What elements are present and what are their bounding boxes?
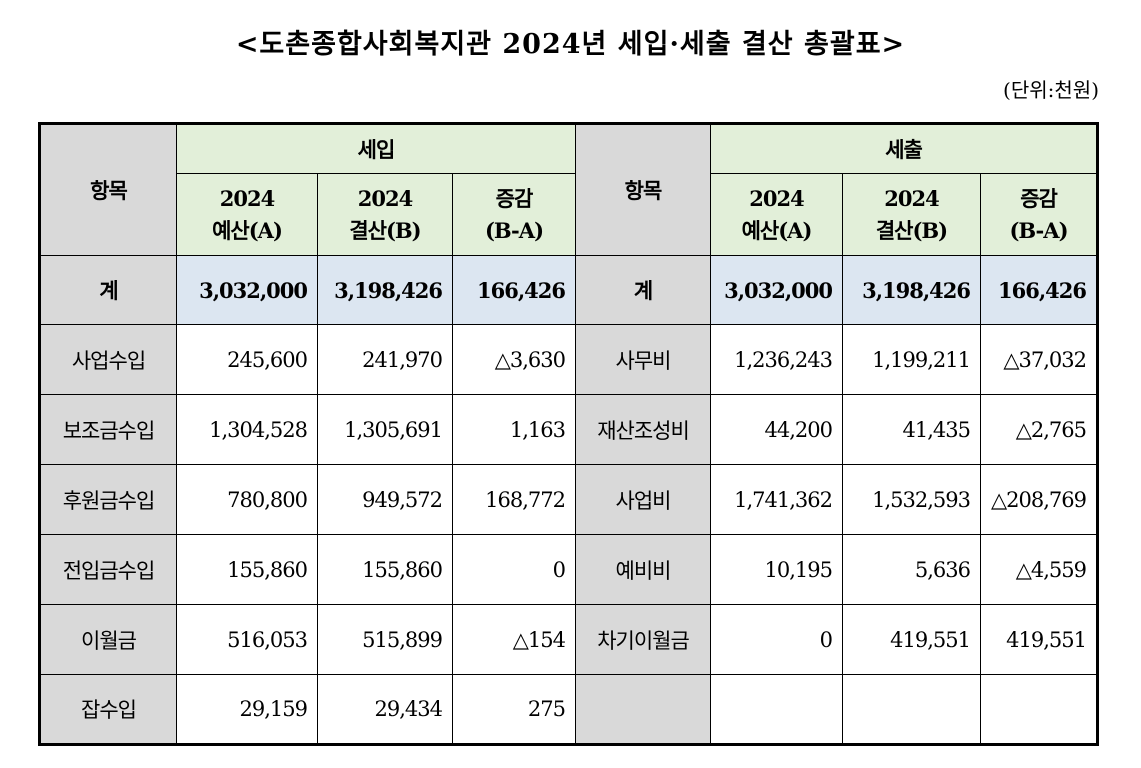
total-rev-diff: 166,426 [452, 255, 576, 325]
exp-budget-cell: 0 [710, 604, 843, 675]
revenue-item-header: 항목 [39, 123, 177, 256]
exp-diff-header: 증감 (B-A) [979, 173, 1099, 256]
exp-item-cell: 사무비 [575, 324, 711, 395]
rev-settle-cell: 515,899 [317, 604, 453, 675]
exp-diff-cell: △4,559 [979, 534, 1099, 605]
exp-settle-cell: 41,435 [842, 394, 981, 465]
rev-item-cell: 잡수입 [39, 674, 177, 745]
rev-settle-cell: 241,970 [317, 324, 453, 395]
table-row: 잡수입 29,159 29,434 275 [39, 674, 1099, 745]
exp-budget-cell [710, 674, 843, 745]
rev-settle-cell: 949,572 [317, 464, 453, 535]
total-label: 계 [575, 255, 711, 325]
rev-settle-cell: 155,860 [317, 534, 453, 605]
total-exp-diff: 166,426 [979, 255, 1099, 325]
exp-item-cell: 재산조성비 [575, 394, 711, 465]
rev-item-cell: 후원금수입 [39, 464, 177, 535]
table-row: 보조금수입 1,304,528 1,305,691 1,163 재산조성비 44,200 4… [39, 394, 1099, 465]
rev-diff-cell: 168,772 [452, 464, 576, 535]
exp-diff-cell [979, 674, 1099, 745]
rev-settle-cell: 1,305,691 [317, 394, 453, 465]
table-row: 이월금 516,053 515,899 △154 차기이월금 0 419,551 419,55… [39, 604, 1099, 675]
rev-settle-cell: 29,434 [317, 674, 453, 745]
expense-header: 세출 [709, 123, 1099, 174]
exp-settle-cell: 419,551 [842, 604, 981, 675]
exp-settle-header: 2024 결산(B) [842, 173, 981, 256]
exp-budget-header: 2024 예산(A) [710, 173, 843, 256]
exp-diff-cell: △37,032 [979, 324, 1099, 395]
rev-diff-cell: 275 [452, 674, 576, 745]
exp-budget-cell: 10,195 [710, 534, 843, 605]
table-row: 사업수입 245,600 241,970 △3,630 사무비 1,236,243 1,19… [39, 324, 1099, 395]
exp-item-cell: 차기이월금 [575, 604, 711, 675]
exp-budget-cell: 44,200 [710, 394, 843, 465]
rev-budget-header: 2024 예산(A) [176, 173, 318, 256]
rev-item-cell: 보조금수입 [39, 394, 177, 465]
rev-diff-cell: 0 [452, 534, 576, 605]
exp-budget-cell: 1,741,362 [710, 464, 843, 535]
total-exp-budget: 3,032,000 [710, 255, 843, 325]
rev-budget-cell: 29,159 [176, 674, 318, 745]
exp-budget-cell: 1,236,243 [710, 324, 843, 395]
exp-settle-cell: 5,636 [842, 534, 981, 605]
total-label: 계 [39, 255, 177, 325]
table-row: 전입금수입 155,860 155,860 0 예비비 10,195 5,636 △4,559 [39, 534, 1099, 605]
exp-item-cell: 예비비 [575, 534, 711, 605]
rev-budget-cell: 516,053 [176, 604, 318, 675]
exp-diff-cell: △2,765 [979, 394, 1099, 465]
rev-diff-cell: △3,630 [452, 324, 576, 395]
exp-diff-cell: 419,551 [979, 604, 1099, 675]
unit-label: (단위:천원) [1003, 78, 1099, 102]
total-rev-settle: 3,198,426 [317, 255, 453, 325]
revenue-header: 세입 [176, 123, 576, 174]
table-row: 후원금수입 780,800 949,572 168,772 사업비 1,741,362 1,… [39, 464, 1099, 535]
exp-item-cell: 사업비 [575, 464, 711, 535]
total-exp-settle: 3,198,426 [842, 255, 981, 325]
exp-settle-cell: 1,532,593 [842, 464, 981, 535]
expense-item-header: 항목 [575, 123, 711, 256]
rev-diff-cell: △154 [452, 604, 576, 675]
total-row: 계 3,032,000 3,198,426 166,426 계 3,032,00… [39, 255, 1099, 325]
rev-item-cell: 사업수입 [39, 324, 177, 395]
exp-settle-cell [842, 674, 981, 745]
rev-budget-cell: 780,800 [176, 464, 318, 535]
rev-budget-cell: 245,600 [176, 324, 318, 395]
rev-budget-cell: 155,860 [176, 534, 318, 605]
page-title: <도촌종합사회복지관 2024년 세입·세출 결산 총괄표> [235, 29, 906, 60]
total-rev-budget: 3,032,000 [176, 255, 318, 325]
settlement-table: 항목 세입 항목 세출 2024 예산(A) 2024 결산(B) 증감 (B-A) … [38, 122, 1100, 746]
rev-item-cell: 전입금수입 [39, 534, 177, 605]
rev-budget-cell: 1,304,528 [176, 394, 318, 465]
rev-diff-header: 증감 (B-A) [452, 173, 576, 256]
exp-item-cell [575, 674, 711, 745]
exp-diff-cell: △208,769 [979, 464, 1099, 535]
rev-item-cell: 이월금 [39, 604, 177, 675]
rev-settle-header: 2024 결산(B) [317, 173, 453, 256]
exp-settle-cell: 1,199,211 [842, 324, 981, 395]
rev-diff-cell: 1,163 [452, 394, 576, 465]
